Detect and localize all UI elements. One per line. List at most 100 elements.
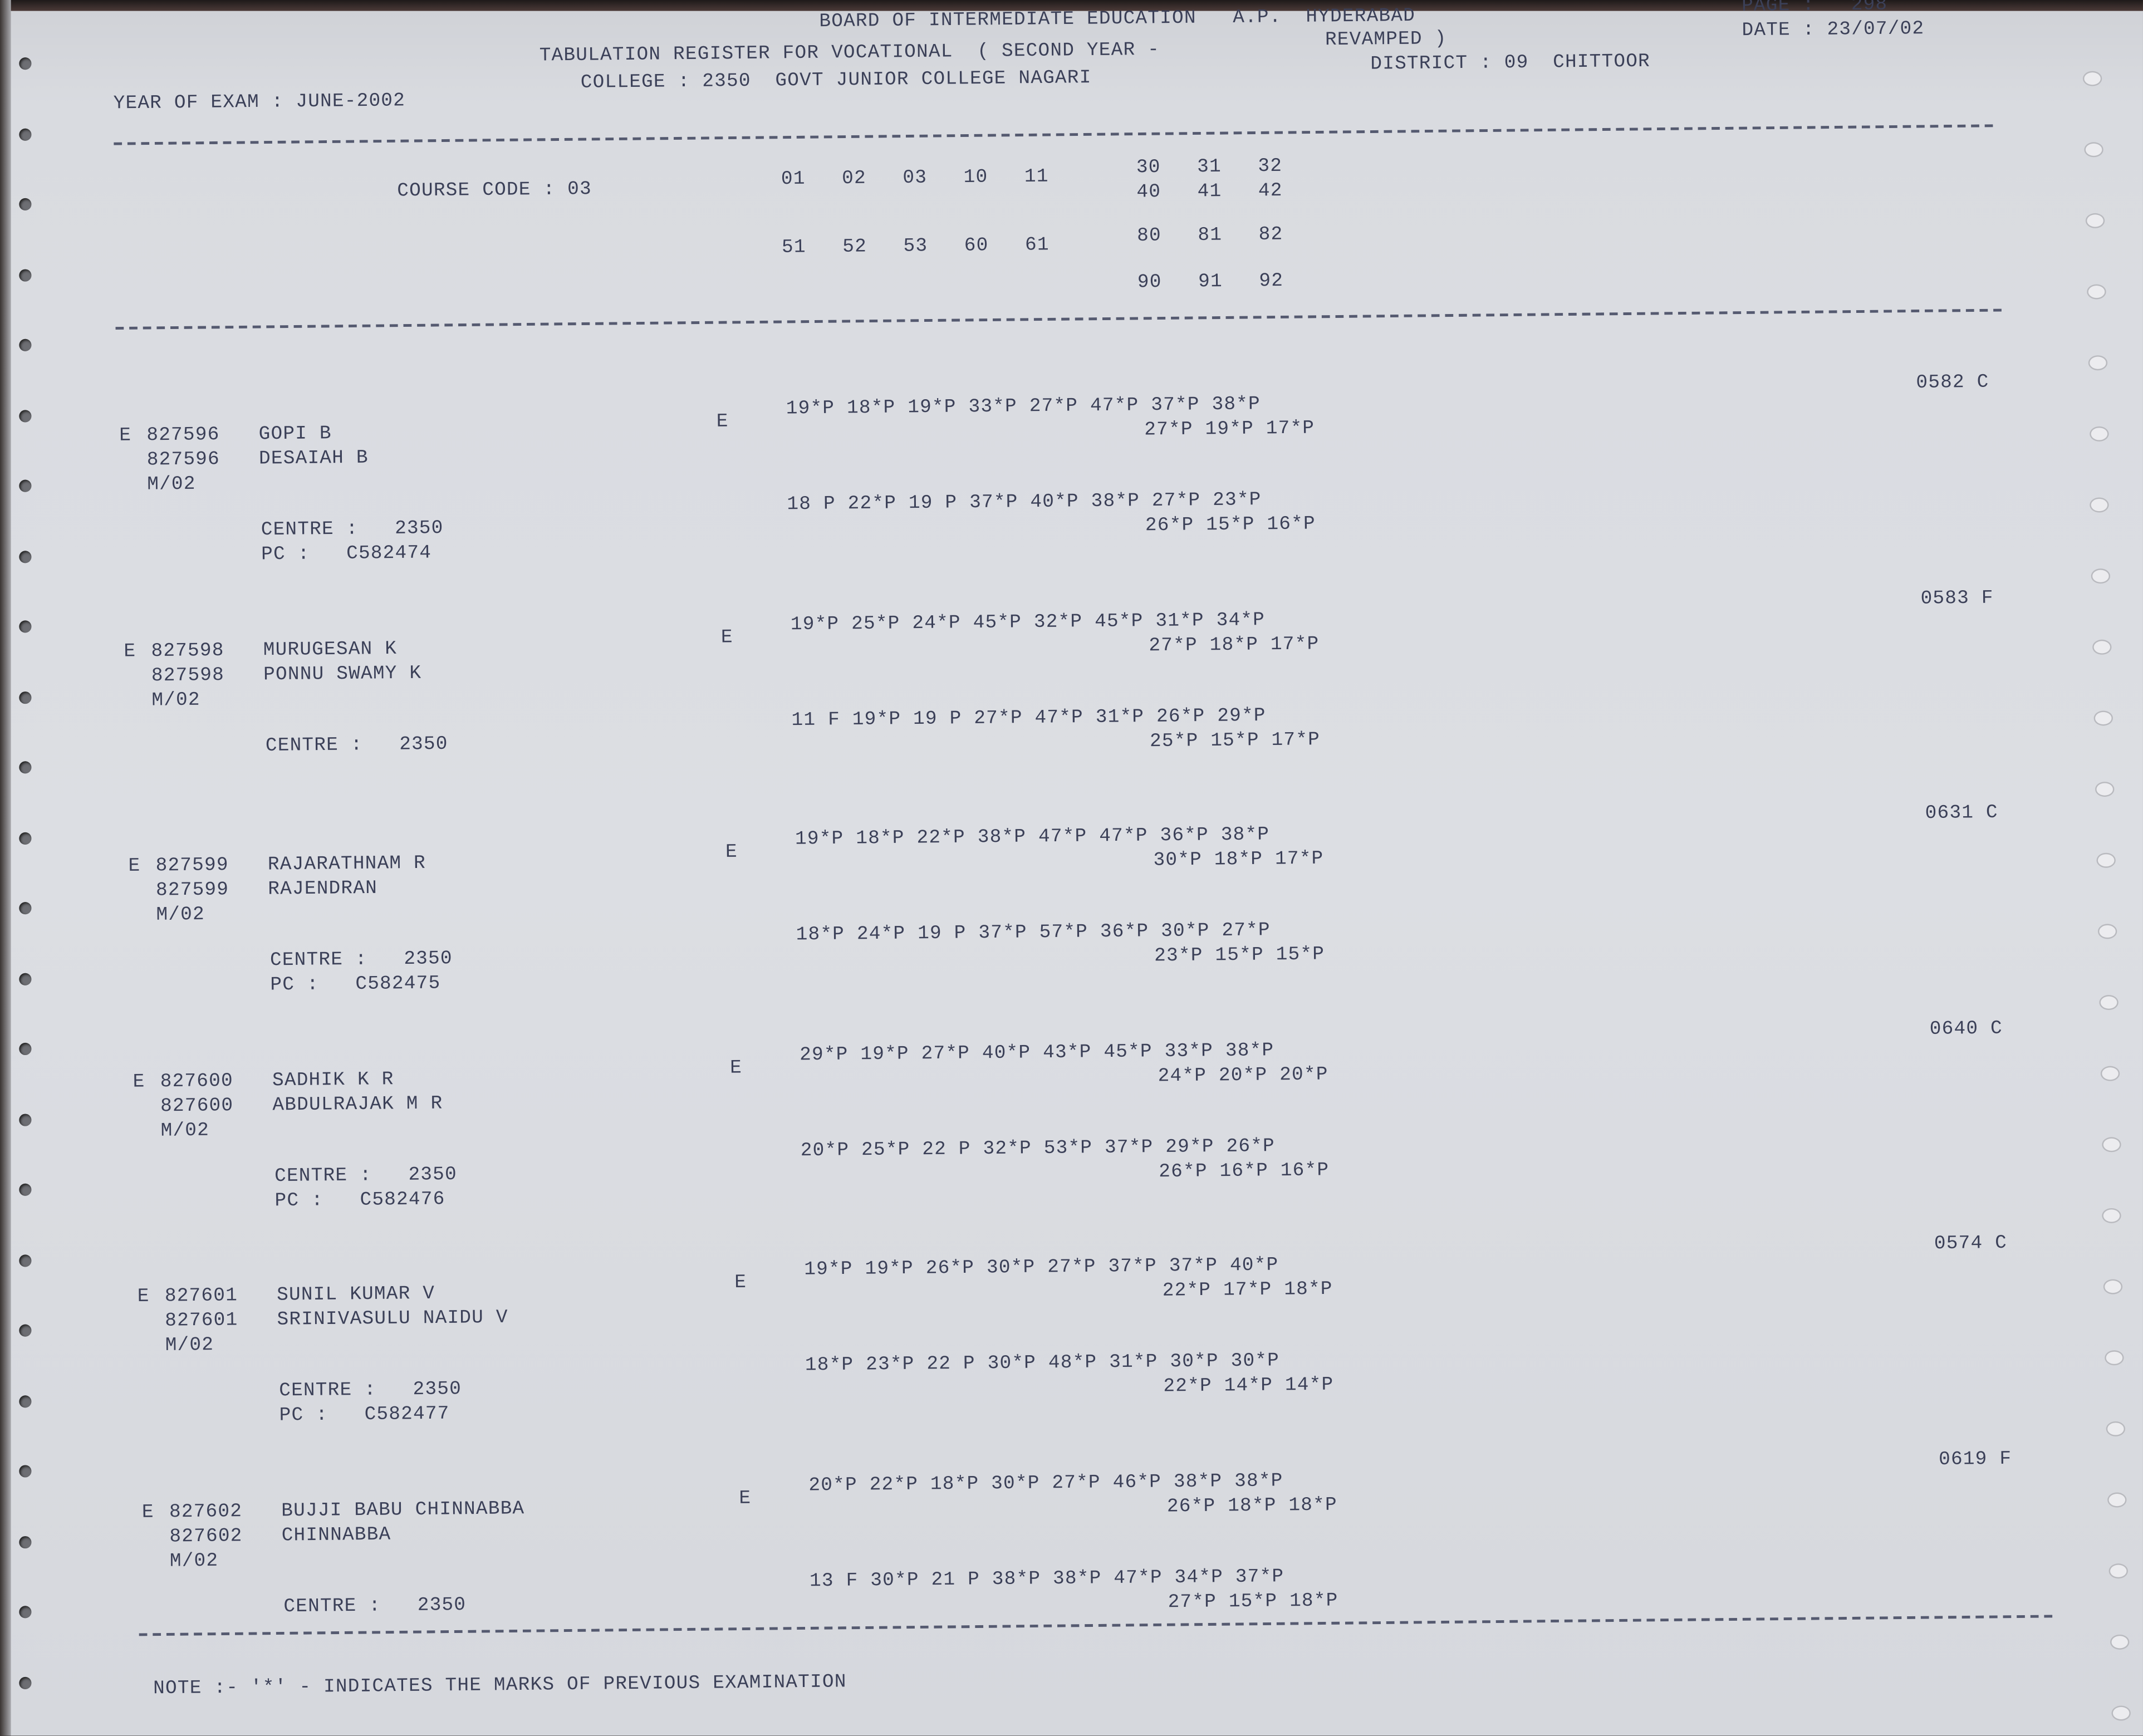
total-result: 0619 F — [1938, 1448, 2012, 1471]
divider — [139, 1615, 2053, 1636]
marks-row-1-sub: 24*P 20*P 20*P — [1158, 1063, 1328, 1087]
binding-hole — [19, 268, 32, 281]
perforation-hole — [2110, 1634, 2129, 1650]
subject-codes-2: 51 52 53 60 61 — [781, 234, 1050, 259]
perforation-hole — [2095, 782, 2115, 797]
record-prefix: E — [119, 425, 132, 448]
marks-row-2: 18*P 23*P 22 P 30*P 48*P 31*P 30*P 30*P — [805, 1350, 1280, 1377]
father-name: CHINNABBA — [281, 1523, 391, 1547]
binding-hole — [19, 1254, 32, 1267]
perforation-hole — [2090, 497, 2110, 513]
roll-number-2: 827598 — [151, 664, 225, 687]
exam-type: E — [725, 841, 738, 864]
roll-number: 827601 — [164, 1285, 238, 1308]
perforation-hole — [2096, 852, 2116, 868]
binding-hole — [19, 479, 32, 492]
marks-row-2: 18 P 22*P 19 P 37*P 40*P 38*P 27*P 23*P — [787, 489, 1262, 516]
marks-row-1-sub: 22*P 17*P 18*P — [1162, 1278, 1333, 1302]
marks-row-2: 11 F 19*P 19 P 27*P 47*P 31*P 26*P 29*P — [791, 704, 1266, 732]
marks-row-1: 19*P 19*P 26*P 30*P 27*P 37*P 37*P 40*P — [804, 1254, 1279, 1281]
divider — [114, 124, 1993, 145]
exam-type: E — [730, 1057, 743, 1079]
roll-number: 827602 — [169, 1500, 243, 1523]
centre: CENTRE : 2350 — [269, 948, 453, 972]
total-result: 0640 C — [1929, 1017, 2003, 1040]
pc-number: PC : C582474 — [261, 542, 432, 566]
exam-month: M/02 — [160, 1119, 210, 1142]
marks-row-1: 19*P 25*P 24*P 45*P 32*P 45*P 31*P 34*P — [790, 609, 1266, 636]
page-top-edge — [0, 0, 2143, 11]
father-name: DESAIAH B — [258, 447, 369, 470]
student-name: BUJJI BABU CHINNABBA — [281, 1497, 525, 1522]
marks-row-2-sub: 26*P 15*P 16*P — [1145, 513, 1316, 537]
student-name: RAJARATHNAM R — [267, 852, 426, 876]
register-title: TABULATION REGISTER FOR VOCATIONAL ( SEC… — [539, 39, 1160, 67]
college-label: COLLEGE : 2350 GOVT JUNIOR COLLEGE NAGAR… — [580, 67, 1092, 95]
centre: CENTRE : 2350 — [274, 1163, 458, 1188]
binding-hole — [19, 690, 32, 703]
student-name: SADHIK K R — [272, 1068, 394, 1092]
pc-number: PC : C582475 — [270, 973, 441, 997]
father-name: PONNU SWAMY K — [263, 662, 422, 686]
binding-hole — [19, 1395, 32, 1408]
perforation-hole — [2084, 142, 2103, 158]
binding-hole — [19, 620, 32, 633]
binding-hole — [19, 1042, 32, 1056]
roll-number: 827596 — [146, 424, 220, 447]
exam-month: M/02 — [151, 689, 200, 712]
perforation-hole — [2093, 710, 2113, 726]
binding-hole — [19, 339, 32, 351]
perforation-hole — [2089, 426, 2108, 442]
binding-hole — [19, 409, 32, 422]
perforation-hole — [2100, 1066, 2120, 1081]
marks-row-2-sub: 27*P 15*P 18*P — [1168, 1590, 1338, 1614]
student-name: SUNIL KUMAR V — [276, 1283, 435, 1307]
binding-edge — [0, 0, 11, 1736]
marks-row-1: 19*P 18*P 19*P 33*P 27*P 47*P 37*P 38*P — [786, 394, 1261, 420]
perforation-hole — [2111, 1705, 2131, 1721]
exam-type: E — [739, 1487, 752, 1509]
perforation-hole — [2107, 1492, 2127, 1508]
subject-codes-2-right: 80 81 82 — [1136, 224, 1283, 248]
subject-codes-2-sub: 90 91 92 — [1137, 270, 1284, 294]
marks-row-2: 20*P 25*P 22 P 32*P 53*P 37*P 29*P 26*P — [800, 1135, 1276, 1162]
footnote: NOTE :- '*' - INDICATES THE MARKS OF PRE… — [153, 1671, 847, 1700]
perforation-hole — [2097, 924, 2117, 939]
student-name: GOPI B — [258, 423, 332, 446]
roll-number: 827600 — [160, 1070, 234, 1093]
student-name: MURUGESAN K — [263, 637, 398, 661]
binding-hole — [19, 1324, 32, 1337]
perforation-hole — [2098, 995, 2119, 1011]
binding-hole — [19, 831, 32, 844]
binding-hole — [19, 1535, 32, 1548]
marks-row-2-sub: 26*P 16*P 16*P — [1159, 1159, 1330, 1183]
centre: CENTRE : 2350 — [261, 518, 444, 542]
exam-month: M/02 — [156, 904, 205, 927]
perforation-hole — [2108, 1563, 2128, 1579]
roll-number-2: 827601 — [165, 1310, 238, 1332]
binding-hole — [19, 902, 32, 915]
centre: CENTRE : 2350 — [279, 1379, 462, 1402]
marks-row-2: 13 F 30*P 21 P 38*P 38*P 47*P 34*P 37*P — [809, 1565, 1284, 1592]
perforation-hole — [2102, 1208, 2122, 1223]
marks-row-2-sub: 25*P 15*P 17*P — [1149, 728, 1321, 753]
district-label: DISTRICT : 09 CHITTOOR — [1370, 51, 1651, 76]
marks-row-1-sub: 26*P 18*P 18*P — [1166, 1494, 1338, 1518]
marks-row-1-sub: 27*P 18*P 17*P — [1149, 633, 1320, 657]
print-date: DATE : 23/07/02 — [1742, 18, 1925, 42]
revamped-label: REVAMPED ) — [1325, 28, 1447, 52]
binding-hole — [19, 1676, 32, 1689]
binding-hole — [19, 1183, 32, 1196]
marks-row-1-sub: 27*P 19*P 17*P — [1144, 418, 1315, 442]
roll-number-2: 827599 — [155, 879, 229, 902]
roll-number-2: 827596 — [146, 449, 220, 472]
total-result: 0583 F — [1920, 587, 1994, 610]
total-result: 0631 C — [1925, 802, 1999, 825]
perforation-hole — [2086, 284, 2106, 300]
subject-codes-1-right: 30 31 32 — [1136, 155, 1283, 179]
exam-month: M/02 — [169, 1549, 219, 1572]
binding-hole — [19, 1113, 32, 1126]
total-result: 0574 C — [1934, 1232, 2008, 1256]
roll-number: 827599 — [155, 855, 229, 877]
